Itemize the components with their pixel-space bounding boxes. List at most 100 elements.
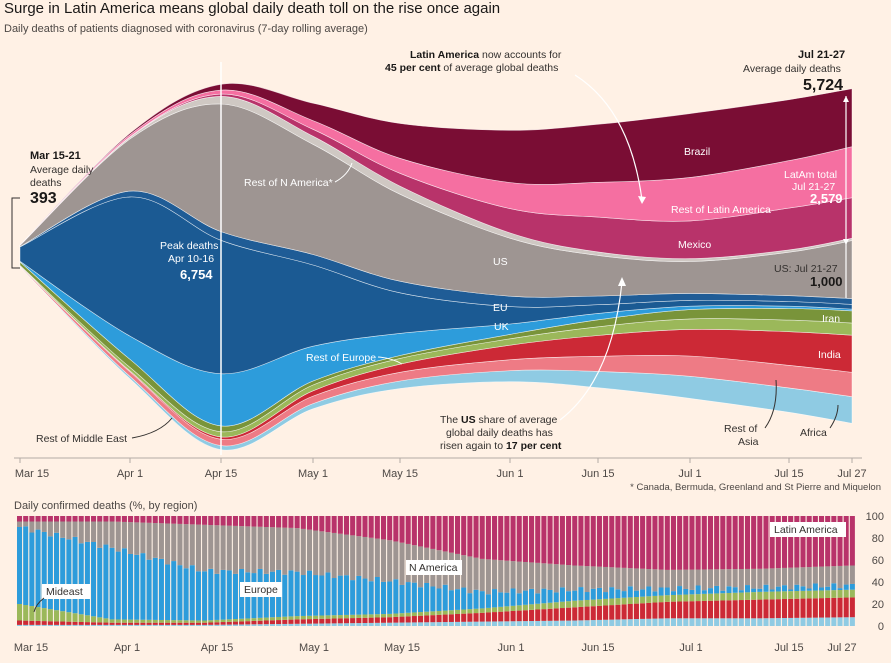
bar-segment-asia xyxy=(269,620,275,625)
label-eu: EU xyxy=(493,302,508,314)
bar-label-latam: Latin America xyxy=(774,524,838,536)
bar-segment-europe xyxy=(78,543,84,615)
bar-segment-europe xyxy=(812,583,818,591)
bar-segment-europe xyxy=(461,587,467,610)
bar-segment-asia xyxy=(183,622,189,625)
bar-segment-africa xyxy=(781,618,788,626)
bar-segment-europe xyxy=(436,588,442,611)
bar-segment-latin-america xyxy=(825,516,831,567)
bar-segment-europe xyxy=(473,589,479,609)
bar-segment-n-america xyxy=(720,569,726,591)
end-label: Jul 21-27 xyxy=(798,49,845,61)
bar-segment-africa xyxy=(627,619,633,626)
bar-segment-africa xyxy=(245,624,251,626)
bar-segment-africa xyxy=(788,617,794,626)
bar-segment-mideast xyxy=(658,595,664,603)
bar-segment-africa xyxy=(350,623,356,626)
bar-segment-n-america xyxy=(831,566,837,584)
bar-segment-africa xyxy=(368,622,374,626)
bar-segment-africa xyxy=(522,621,528,626)
bar-segment-asia xyxy=(226,621,232,625)
bar-segment-latin-america xyxy=(362,516,368,537)
bar-segment-mideast xyxy=(288,616,294,620)
bar-segment-mideast xyxy=(849,589,855,598)
bar-segment-latin-america xyxy=(208,516,214,526)
bar-segment-n-america xyxy=(849,565,855,584)
bar-segment-asia xyxy=(276,620,282,625)
bar-segment-n-america xyxy=(794,567,800,585)
bar-segment-europe xyxy=(158,558,164,620)
streamgraph: Mar 15 Apr 1 Apr 15 May 1 May 15 Jun 1 Jun 15 J… xyxy=(11,49,867,480)
bar-segment-africa xyxy=(214,624,220,626)
x-tick-label: Apr 1 xyxy=(117,468,143,480)
bar-segment-mideast xyxy=(596,599,602,606)
bar-segment-asia xyxy=(633,603,639,620)
bar-segment-mideast xyxy=(276,616,282,621)
bar-segment-asia xyxy=(689,601,695,619)
bar-segment-asia xyxy=(41,621,47,625)
bar-segment-n-america xyxy=(128,522,134,554)
bar-segment-latin-america xyxy=(66,516,72,522)
bar-segment-latin-america xyxy=(276,516,282,528)
bar-segment-europe xyxy=(17,527,23,604)
bar-segment-latin-america xyxy=(689,516,695,570)
bar-segment-africa xyxy=(208,624,214,626)
bar-segment-latin-america xyxy=(831,516,837,567)
bar-segment-latin-america xyxy=(670,516,676,570)
bar-segment-n-america xyxy=(800,567,806,587)
bar-segment-africa xyxy=(812,617,818,626)
bar-segment-n-america xyxy=(47,521,53,537)
bar-segment-europe xyxy=(837,588,843,590)
bar-segment-europe xyxy=(498,592,504,607)
bar-x-tick-label: Jul 15 xyxy=(774,642,803,654)
label-rest-latam: Rest of Latin America xyxy=(671,204,771,216)
bar-segment-n-america xyxy=(510,561,516,589)
bar-segment-africa xyxy=(47,624,53,626)
bar-segment-asia xyxy=(152,622,158,625)
bar-segment-n-america xyxy=(744,568,751,586)
bar-segment-asia xyxy=(393,616,399,623)
bar-segment-latin-america xyxy=(232,516,238,526)
bar-segment-asia xyxy=(140,622,146,625)
bar-segment-europe xyxy=(695,585,701,595)
bar-segment-mideast xyxy=(54,610,60,622)
bar-segment-mideast xyxy=(103,618,109,623)
bar-segment-n-america xyxy=(226,525,232,571)
bar-segment-asia xyxy=(411,616,417,623)
bar-segment-n-america xyxy=(788,567,794,590)
bar-segment-asia xyxy=(313,618,319,624)
bar-segment-latin-america xyxy=(751,516,757,569)
bar-segment-europe xyxy=(541,588,547,604)
bar-segment-mideast xyxy=(529,604,535,610)
bar-segment-n-america xyxy=(522,561,528,591)
bar-segment-africa xyxy=(177,624,183,626)
bar-segment-n-america xyxy=(380,539,387,582)
bar-segment-africa xyxy=(380,622,387,626)
bar-segment-n-america xyxy=(504,560,510,593)
bar-segment-n-america xyxy=(152,523,158,558)
label-leader xyxy=(829,404,839,429)
bar-segment-europe xyxy=(775,586,781,592)
bar-segment-asia xyxy=(701,600,707,619)
bar-segment-mideast xyxy=(165,620,171,623)
bar-segment-n-america xyxy=(615,567,621,590)
bar-segment-europe xyxy=(214,573,220,620)
bar-segment-mideast xyxy=(584,599,590,607)
bar-segment-latin-america xyxy=(171,516,177,524)
bar-segment-latin-america xyxy=(337,516,343,534)
bar-segment-europe xyxy=(165,564,171,621)
bar-segment-latin-america xyxy=(257,516,263,527)
bar-segment-africa xyxy=(720,618,726,626)
y-tick-label: 60 xyxy=(872,555,884,567)
bar-segment-africa xyxy=(84,624,90,626)
bar-segment-africa xyxy=(128,624,134,626)
bar-segment-n-america xyxy=(640,568,646,590)
bar-segment-asia xyxy=(17,620,23,625)
bar-segment-mideast xyxy=(146,619,152,623)
bar-segment-africa xyxy=(849,617,855,626)
bar-segment-europe xyxy=(849,583,855,590)
bar-segment-asia xyxy=(78,621,84,625)
bar-segment-mideast xyxy=(664,595,670,602)
bar-segment-n-america xyxy=(609,567,615,588)
bar-segment-asia xyxy=(541,609,547,621)
